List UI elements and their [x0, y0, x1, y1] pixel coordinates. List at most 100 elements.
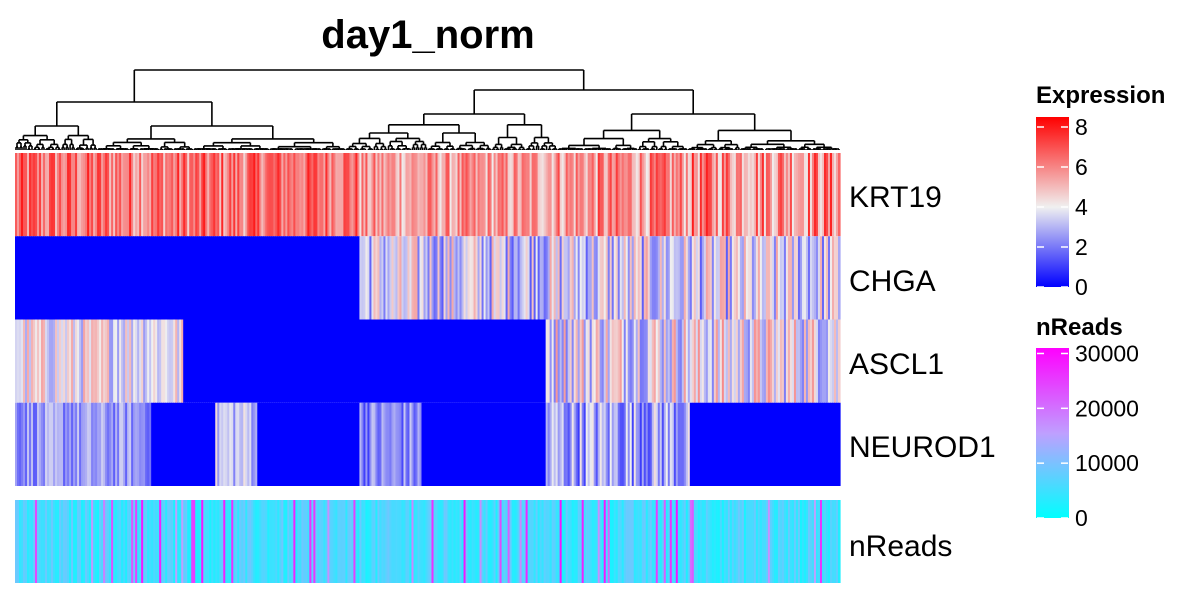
annotation-cell	[223, 500, 226, 583]
heatmap-cell	[731, 153, 735, 237]
annotation-cell	[799, 500, 803, 583]
heatmap-cell	[277, 236, 280, 320]
row-label-neurod1: NEUROD1	[849, 431, 996, 464]
heatmap-cell	[327, 153, 330, 237]
heatmap-cell	[467, 319, 471, 403]
heatmap-cell	[241, 319, 244, 403]
annotation-cell	[271, 500, 274, 583]
legend-tick-label: 8	[1075, 114, 1088, 140]
heatmap-cell	[271, 402, 274, 486]
heatmap-cell	[81, 402, 84, 486]
heatmap-cell	[801, 402, 805, 486]
annotation-cell	[353, 500, 357, 583]
heatmap-cell	[737, 236, 741, 320]
heatmap-cell	[277, 153, 280, 237]
heatmap-cell	[309, 236, 312, 320]
annotation-cell	[319, 500, 322, 583]
heatmap-cell	[135, 319, 138, 403]
heatmap-cell	[233, 402, 236, 486]
heatmap-cell	[747, 153, 751, 237]
annotation-cell	[227, 500, 230, 583]
heatmap-cell	[67, 153, 70, 237]
heatmap-cell	[803, 402, 807, 486]
heatmap-cell	[343, 319, 346, 403]
heatmap-cell	[405, 236, 409, 320]
heatmap-cell	[157, 402, 160, 486]
annotation-cell	[813, 500, 817, 583]
heatmap-cell	[245, 319, 248, 403]
heatmap-cell	[205, 153, 208, 237]
heatmap-cell	[803, 236, 807, 320]
heatmap-cell	[471, 319, 475, 403]
annotation-cell	[377, 500, 381, 583]
heatmap-cell	[171, 319, 174, 403]
annotation-cell	[87, 500, 90, 583]
heatmap-cell	[233, 153, 236, 237]
heatmap-cell	[457, 402, 461, 486]
heatmap-cell	[413, 153, 417, 237]
annotation-cell	[297, 500, 300, 583]
annotation-cell	[603, 500, 607, 583]
heatmap-cell	[711, 319, 715, 403]
heatmap-cell	[101, 153, 104, 237]
annotation-cell	[593, 500, 597, 583]
legend-colorbar-expression	[1036, 117, 1069, 287]
heatmap-cell	[325, 402, 328, 486]
heatmap-cell	[577, 236, 581, 320]
annotation-cell	[725, 500, 729, 583]
heatmap-cell	[253, 319, 256, 403]
heatmap-cell	[383, 153, 387, 237]
heatmap-cell	[515, 402, 519, 486]
heatmap-cell	[235, 402, 238, 486]
heatmap-cell	[463, 236, 467, 320]
annotation-cell	[599, 500, 603, 583]
heatmap-cell	[239, 236, 242, 320]
heatmap-cell	[137, 319, 140, 403]
heatmap-cell	[725, 402, 729, 486]
heatmap-cell	[313, 402, 316, 486]
heatmap-cell	[97, 402, 100, 486]
heatmap-cell	[609, 236, 613, 320]
annotation-cell	[771, 500, 775, 583]
annotation-cell	[555, 500, 559, 583]
legend-tick-label: 30000	[1075, 340, 1139, 366]
heatmap-cell	[735, 153, 739, 237]
annotation-cell	[195, 500, 198, 583]
heatmap-cell	[489, 236, 493, 320]
annotation-cell	[325, 500, 328, 583]
annotation-cell	[145, 500, 148, 583]
annotation-cell	[137, 500, 140, 583]
heatmap-cell	[679, 319, 683, 403]
heatmap-cell	[645, 236, 649, 320]
heatmap-cell	[609, 319, 613, 403]
heatmap-cell	[189, 402, 192, 486]
heatmap-cell	[437, 236, 441, 320]
heatmap-cell	[793, 236, 797, 320]
annotation-cell	[55, 500, 58, 583]
heatmap-cell	[575, 153, 579, 237]
heatmap-cell	[529, 319, 533, 403]
heatmap-cell	[147, 402, 150, 486]
heatmap-cell	[297, 319, 300, 403]
heatmap-cell	[405, 319, 409, 403]
heatmap-cell	[503, 319, 507, 403]
annotation-cell	[457, 500, 461, 583]
heatmap-cell	[83, 402, 86, 486]
heatmap-cell	[239, 319, 242, 403]
heatmap-cell	[825, 153, 829, 237]
heatmap-cell	[241, 402, 244, 486]
heatmap-cell	[39, 236, 42, 320]
heatmap-cell	[803, 153, 807, 237]
heatmap-cell	[61, 236, 64, 320]
heatmap-cell	[147, 153, 150, 237]
heatmap-cell	[701, 319, 705, 403]
heatmap-cell	[419, 402, 423, 486]
heatmap-cell	[303, 236, 306, 320]
heatmap-cell	[461, 153, 465, 237]
heatmap-row-ascl1	[15, 319, 841, 403]
annotation-cell	[577, 500, 581, 583]
annotation-cell	[289, 500, 292, 583]
heatmap-cell	[543, 236, 547, 320]
heatmap-cell	[421, 402, 425, 486]
heatmap-cell	[555, 402, 559, 486]
